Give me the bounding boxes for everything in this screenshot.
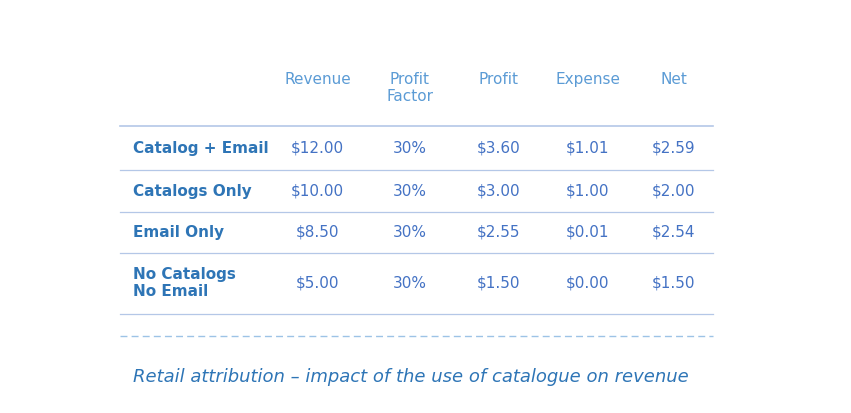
Text: $10.00: $10.00 <box>291 183 344 199</box>
Text: Expense: Expense <box>556 72 620 87</box>
Text: $2.54: $2.54 <box>652 225 695 240</box>
Text: Catalog + Email: Catalog + Email <box>133 141 268 156</box>
Text: $2.00: $2.00 <box>652 183 695 199</box>
Text: $1.00: $1.00 <box>566 183 609 199</box>
Text: Email Only: Email Only <box>133 225 224 240</box>
Text: No Catalogs
No Email: No Catalogs No Email <box>133 267 236 299</box>
Text: Net: Net <box>660 72 687 87</box>
Text: $2.59: $2.59 <box>652 141 695 156</box>
Text: $12.00: $12.00 <box>291 141 344 156</box>
Text: $3.60: $3.60 <box>477 141 521 156</box>
Text: $1.50: $1.50 <box>477 276 521 291</box>
Text: Revenue: Revenue <box>284 72 351 87</box>
Text: 30%: 30% <box>393 225 426 240</box>
Text: Profit
Factor: Profit Factor <box>386 72 433 104</box>
Text: $1.50: $1.50 <box>652 276 695 291</box>
Text: 30%: 30% <box>393 141 426 156</box>
Text: Catalogs Only: Catalogs Only <box>133 183 252 199</box>
Text: $1.01: $1.01 <box>566 141 609 156</box>
Text: $8.50: $8.50 <box>295 225 340 240</box>
Text: $2.55: $2.55 <box>477 225 521 240</box>
Text: Profit: Profit <box>479 72 519 87</box>
Text: $0.00: $0.00 <box>566 276 609 291</box>
Text: 30%: 30% <box>393 183 426 199</box>
Text: $3.00: $3.00 <box>477 183 521 199</box>
Text: Retail attribution – impact of the use of catalogue on revenue: Retail attribution – impact of the use o… <box>133 368 688 386</box>
Text: $5.00: $5.00 <box>295 276 340 291</box>
Text: 30%: 30% <box>393 276 426 291</box>
Text: $0.01: $0.01 <box>566 225 609 240</box>
